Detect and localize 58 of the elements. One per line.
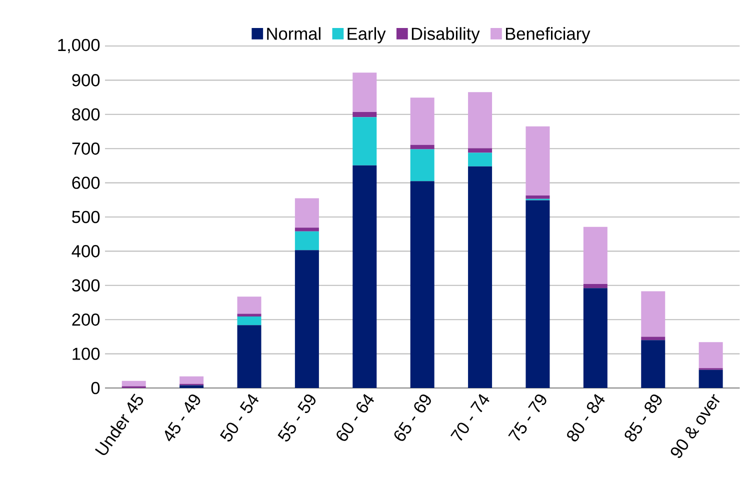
bar	[294, 231, 319, 250]
bar	[294, 228, 319, 232]
bar	[698, 370, 723, 388]
y-tick-label: 400	[72, 245, 100, 258]
bar	[294, 198, 319, 228]
bar	[641, 291, 666, 337]
bar	[237, 325, 262, 388]
bar	[468, 148, 492, 153]
bar	[641, 340, 666, 388]
bar	[583, 288, 608, 388]
y-tick-label: 700	[72, 142, 100, 155]
bar	[180, 376, 204, 384]
bar	[352, 72, 377, 112]
bar	[294, 250, 319, 388]
bar	[468, 152, 492, 166]
legend-label: Normal	[267, 27, 320, 40]
y-tick-label: 300	[72, 279, 100, 292]
y-tick-label: 0	[91, 382, 100, 394]
x-tick-label: 65 - 69	[394, 394, 431, 441]
x-tick-label: 85 - 89	[624, 394, 662, 442]
bar	[410, 149, 434, 182]
x-tick-label: 80 - 84	[567, 394, 605, 442]
legend-label: Early	[348, 27, 386, 44]
bar	[180, 385, 204, 388]
bar	[583, 226, 608, 284]
bar	[526, 200, 550, 388]
x-tick-label: 75 - 79	[508, 394, 546, 441]
x-tick-label: 55 - 59	[278, 394, 316, 442]
bar	[410, 144, 434, 150]
x-tick-label: 60 - 64	[336, 394, 374, 441]
bar	[410, 98, 434, 145]
legend-label: Disability	[412, 27, 480, 44]
legend-label: Beneficiary	[506, 27, 590, 44]
bar	[237, 316, 262, 326]
y-tick-label: 500	[72, 210, 100, 224]
y-tick-label: 900	[72, 74, 100, 86]
bar	[352, 112, 377, 118]
y-tick-label: 200	[72, 313, 100, 326]
bar	[352, 165, 377, 388]
bar	[641, 336, 666, 340]
y-tick-label: 1,000	[58, 38, 100, 54]
y-tick-label: 600	[72, 176, 100, 189]
bar	[352, 117, 377, 166]
bar	[468, 92, 492, 148]
bar	[526, 126, 550, 196]
x-tick-label: 70 - 74	[450, 394, 490, 441]
bar	[526, 195, 550, 199]
bar	[410, 181, 434, 388]
bar	[122, 380, 146, 386]
y-tick-label: 800	[72, 108, 100, 121]
bar	[237, 296, 262, 314]
bar	[583, 284, 608, 288]
x-tick-label: 45 - 49	[164, 394, 200, 442]
bar	[237, 314, 262, 317]
bar	[698, 342, 723, 368]
y-tick-label: 100	[72, 348, 100, 360]
x-tick-label: 50 - 54	[220, 394, 259, 442]
bar	[468, 166, 492, 388]
